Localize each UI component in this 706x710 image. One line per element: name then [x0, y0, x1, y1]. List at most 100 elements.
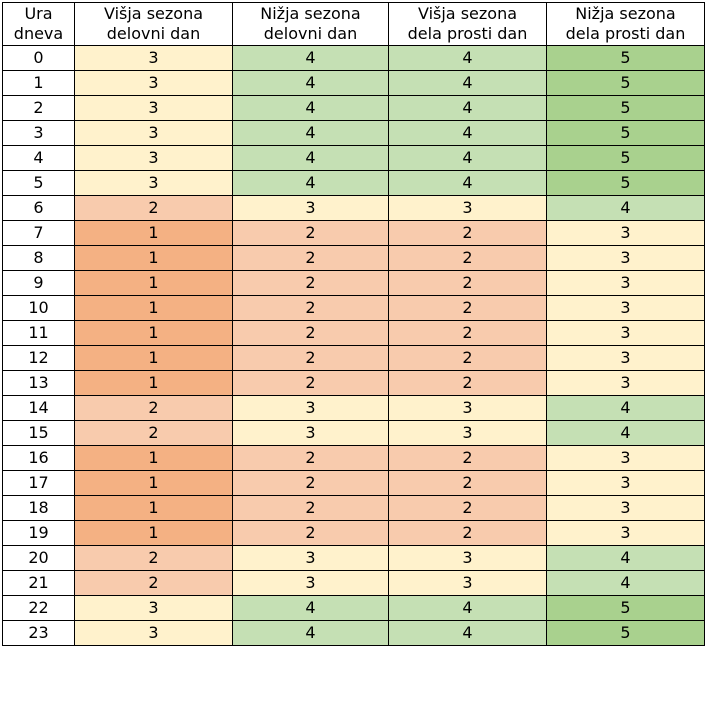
table-row: 13 1 2 2 3: [2, 370, 705, 396]
hour-cell: 2: [2, 95, 75, 121]
block-value-cell: 2: [388, 370, 547, 396]
hour-cell: 15: [2, 420, 75, 446]
hour-cell: 6: [2, 195, 75, 221]
block-value-cell: 2: [388, 470, 547, 496]
header-label-line: dela prosti dan: [407, 24, 528, 43]
block-value-cell: 2: [232, 220, 389, 246]
block-value-cell: 4: [232, 70, 389, 96]
header-row: Ura dneva Višja sezona delovni dan Nižja sez…: [2, 2, 705, 46]
block-value-cell: 5: [546, 595, 705, 621]
block-value-cell: 4: [388, 95, 547, 121]
block-value-cell: 5: [546, 620, 705, 646]
hour-cell: 7: [2, 220, 75, 246]
hour-cell: 14: [2, 395, 75, 421]
block-value-cell: 2: [388, 270, 547, 296]
hour-cell: 19: [2, 520, 75, 546]
hour-of-day-header: Ura dneva: [2, 2, 75, 46]
table-row: 10 1 2 2 3: [2, 295, 705, 321]
block-value-cell: 3: [74, 595, 233, 621]
block-value-cell: 3: [74, 620, 233, 646]
block-value-cell: 2: [388, 295, 547, 321]
header-label-line: Višja sezona: [103, 4, 204, 23]
block-value-cell: 3: [546, 320, 705, 346]
header-label-line: delovni dan: [106, 24, 201, 43]
table-row: 23 3 4 4 5: [2, 620, 705, 646]
block-value-cell: 5: [546, 95, 705, 121]
block-value-cell: 3: [74, 145, 233, 171]
block-value-cell: 1: [74, 345, 233, 371]
block-value-cell: 2: [232, 245, 389, 271]
block-value-cell: 2: [74, 420, 233, 446]
block-value-cell: 2: [232, 345, 389, 371]
hour-cell: 9: [2, 270, 75, 296]
block-value-cell: 1: [74, 295, 233, 321]
block-value-cell: 3: [388, 545, 547, 571]
block-value-cell: 4: [546, 195, 705, 221]
block-value-cell: 2: [388, 445, 547, 471]
block-value-cell: 3: [232, 395, 389, 421]
table-row: 22 3 4 4 5: [2, 595, 705, 621]
block-value-cell: 1: [74, 320, 233, 346]
block-value-cell: 4: [232, 620, 389, 646]
block-value-cell: 4: [388, 170, 547, 196]
hour-cell: 13: [2, 370, 75, 396]
tariff-block-table: Ura dneva Višja sezona delovni dan Nižja sez…: [2, 2, 705, 646]
table-row: 15 2 3 3 4: [2, 420, 705, 446]
block-value-cell: 4: [546, 570, 705, 596]
block-value-cell: 5: [546, 45, 705, 71]
hour-cell: 4: [2, 145, 75, 171]
block-value-cell: 3: [232, 545, 389, 571]
block-value-cell: 3: [388, 195, 547, 221]
block-value-cell: 4: [388, 595, 547, 621]
block-value-cell: 3: [74, 95, 233, 121]
block-value-cell: 3: [388, 420, 547, 446]
hour-cell: 3: [2, 120, 75, 146]
table-row: 14 2 3 3 4: [2, 395, 705, 421]
block-value-cell: 3: [74, 120, 233, 146]
block-value-cell: 4: [232, 145, 389, 171]
block-value-cell: 2: [232, 520, 389, 546]
block-value-cell: 3: [546, 345, 705, 371]
table-row: 11 1 2 2 3: [2, 320, 705, 346]
block-value-cell: 3: [546, 445, 705, 471]
block-value-cell: 2: [232, 370, 389, 396]
block-value-cell: 1: [74, 270, 233, 296]
block-value-cell: 2: [232, 295, 389, 321]
block-value-cell: 2: [388, 320, 547, 346]
hour-cell: 20: [2, 545, 75, 571]
block-value-cell: 3: [388, 395, 547, 421]
block-value-cell: 2: [74, 545, 233, 571]
block-value-cell: 3: [546, 245, 705, 271]
block-value-cell: 2: [388, 495, 547, 521]
block-value-cell: 2: [232, 495, 389, 521]
block-value-cell: 2: [74, 395, 233, 421]
table-row: 20 2 3 3 4: [2, 545, 705, 571]
table-row: 16 1 2 2 3: [2, 445, 705, 471]
block-value-cell: 4: [388, 70, 547, 96]
block-value-cell: 5: [546, 120, 705, 146]
block-value-cell: 3: [546, 370, 705, 396]
block-value-cell: 4: [232, 45, 389, 71]
block-value-cell: 3: [232, 570, 389, 596]
block-value-cell: 2: [232, 270, 389, 296]
block-value-cell: 1: [74, 520, 233, 546]
block-value-cell: 4: [546, 420, 705, 446]
block-value-cell: 4: [232, 120, 389, 146]
header-label-line: delovni dan: [263, 24, 358, 43]
block-value-cell: 2: [232, 320, 389, 346]
hour-cell: 21: [2, 570, 75, 596]
header-label-line: dela prosti dan: [565, 24, 686, 43]
higher-season-workday-header: Višja sezona delovni dan: [74, 2, 233, 46]
hour-cell: 11: [2, 320, 75, 346]
block-value-cell: 1: [74, 445, 233, 471]
block-value-cell: 3: [232, 195, 389, 221]
block-value-cell: 3: [388, 570, 547, 596]
